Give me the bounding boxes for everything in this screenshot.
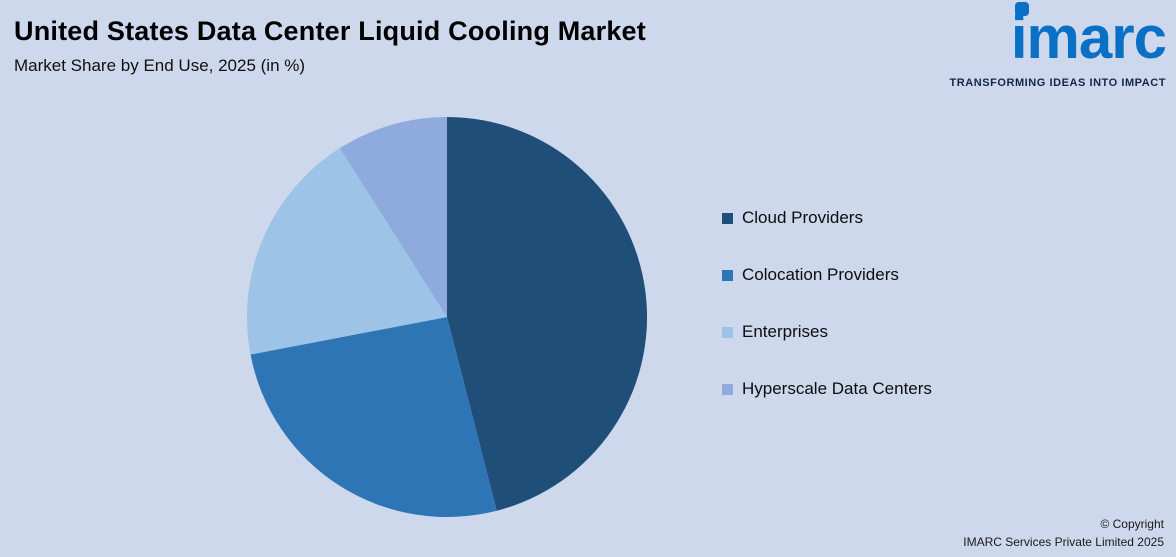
- legend: Cloud Providers Colocation Providers Enter…: [722, 208, 932, 399]
- imarc-logo-text: imarc: [1010, 4, 1167, 71]
- legend-item: Enterprises: [722, 322, 932, 342]
- pie-chart-container: [247, 117, 647, 517]
- legend-swatch: [722, 269, 733, 281]
- copyright-notice: © Copyright IMARC Services Private Limit…: [963, 515, 1164, 551]
- pie-slice-hyperscale-data-centers: [339, 117, 447, 317]
- copyright-line1: © Copyright: [1100, 517, 1164, 531]
- legend-label: Cloud Providers: [742, 208, 863, 227]
- legend-swatch: [722, 326, 733, 338]
- legend-label: Enterprises: [742, 322, 828, 341]
- page-title: United States Data Center Liquid Cooling…: [14, 16, 646, 46]
- chart-header: United States Data Center Liquid Cooling…: [14, 16, 646, 76]
- pie-slice-colocation-providers: [250, 317, 497, 517]
- legend-item: Hyperscale Data Centers: [722, 379, 932, 399]
- legend-item: Cloud Providers: [722, 208, 932, 228]
- pie-slice-cloud-providers: [447, 117, 647, 511]
- imarc-logo-tagline: TRANSFORMING IDEAS INTO IMPACT: [949, 77, 1166, 89]
- copyright-line2: IMARC Services Private Limited 2025: [963, 535, 1164, 549]
- page-subtitle: Market Share by End Use, 2025 (in %): [14, 56, 306, 75]
- legend-label: Hyperscale Data Centers: [742, 379, 932, 398]
- imarc-logo: imarc TRANSFORMING IDEAS INTO IMPACT: [949, 2, 1167, 89]
- legend-swatch: [722, 383, 733, 395]
- legend-swatch: [722, 212, 733, 224]
- imarc-logo-dot-icon: [1014, 2, 1029, 16]
- imarc-logo-word: imarc: [1010, 2, 1167, 71]
- pie-slice-enterprises: [247, 148, 447, 355]
- pie-chart: [247, 117, 647, 517]
- legend-item: Colocation Providers: [722, 265, 932, 285]
- legend-label: Colocation Providers: [742, 265, 899, 284]
